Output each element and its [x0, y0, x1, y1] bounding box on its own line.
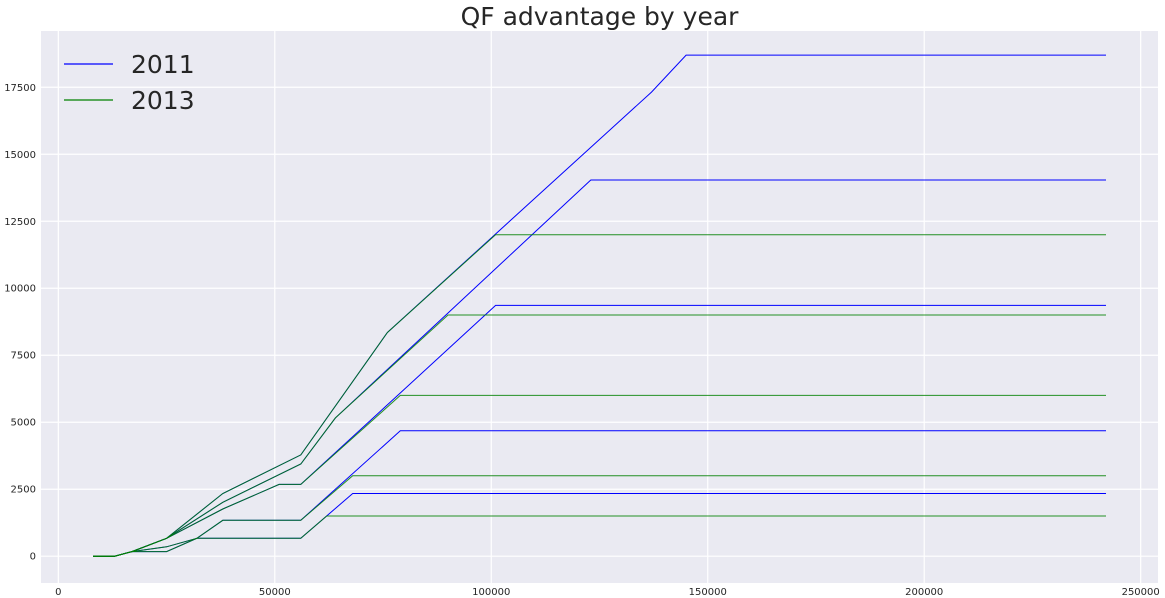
x-tick-label: 250000: [1122, 587, 1160, 598]
series-line: [93, 234, 1106, 557]
series-lines: [93, 54, 1106, 557]
chart-title: QF advantage by year: [461, 2, 740, 31]
x-tick-label: 0: [55, 587, 61, 598]
y-tick-label: 7500: [11, 351, 36, 362]
x-tick-label: 50000: [259, 587, 291, 598]
legend-label: 2011: [131, 50, 195, 79]
y-tick-label: 17500: [4, 83, 36, 94]
y-tick-label: 10000: [4, 284, 36, 295]
y-axis-ticks: 0 2500 5000 7500 10000 12500 15000 17500: [4, 83, 36, 563]
y-tick-label: 2500: [11, 485, 36, 496]
x-tick-label: 150000: [689, 587, 727, 598]
y-tick-label: 12500: [4, 217, 36, 228]
y-tick-label: 15000: [4, 150, 36, 161]
gridlines: [41, 31, 1158, 583]
x-tick-label: 200000: [905, 587, 943, 598]
plot-area: [41, 31, 1158, 583]
y-tick-label: 5000: [11, 418, 36, 429]
legend-label: 2013: [131, 86, 195, 115]
legend: 2011 2013: [64, 50, 195, 115]
y-tick-label: 0: [30, 552, 36, 563]
x-tick-label: 100000: [472, 587, 510, 598]
series-2013: [93, 234, 1106, 557]
x-axis-ticks: 0 50000 100000 150000 200000 250000: [55, 587, 1160, 598]
